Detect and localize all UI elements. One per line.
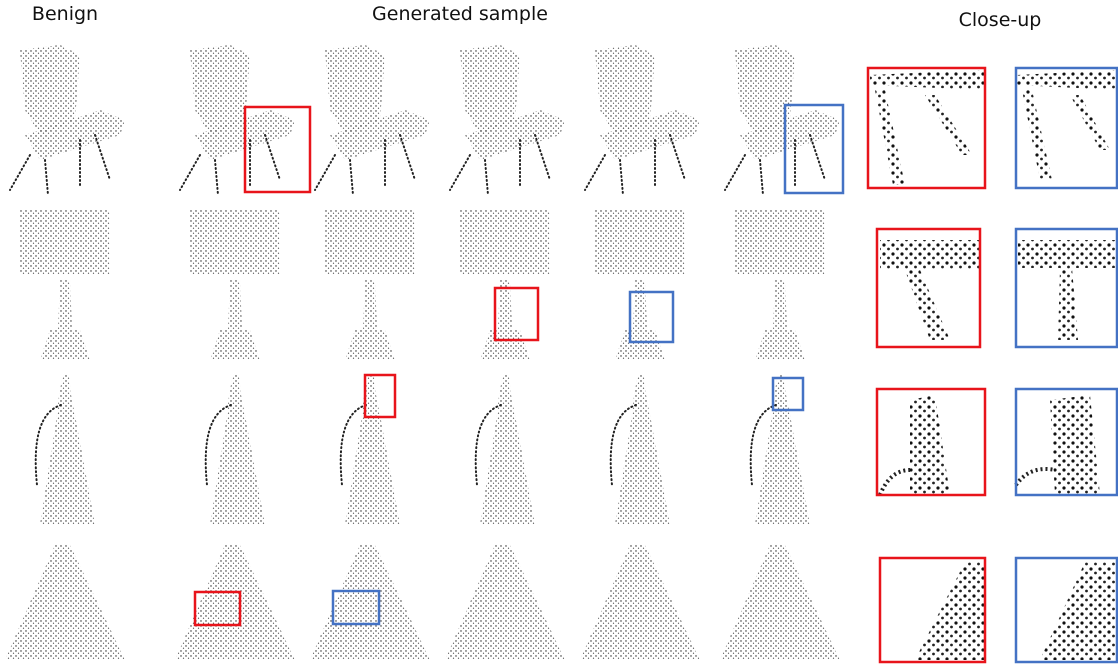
- point-cloud: [735, 210, 825, 360]
- point-cloud: [36, 375, 95, 525]
- highlight-boxes: [195, 105, 843, 625]
- point-cloud: [460, 210, 550, 360]
- point-cloud: [720, 545, 840, 660]
- point-cloud: [585, 45, 700, 195]
- point-cloud: [175, 545, 295, 660]
- point-cloud: [611, 375, 670, 525]
- point-cloud: [20, 210, 110, 360]
- point-cloud: [310, 545, 430, 660]
- point-cloud: [751, 375, 810, 525]
- point-cloud: [341, 375, 400, 525]
- point-cloud: [450, 45, 565, 195]
- point-cloud: [725, 45, 840, 195]
- column-header: Generated sample: [372, 3, 548, 25]
- point-cloud: [5, 545, 125, 660]
- point-cloud: [580, 545, 700, 660]
- point-cloud: [190, 210, 280, 360]
- point-cloud: [595, 210, 685, 360]
- figure: Benign Generated sample Close-up: [0, 0, 1118, 667]
- point-cloud-grid: [5, 45, 840, 660]
- point-cloud: [476, 375, 535, 525]
- column-header: Close-up: [959, 9, 1042, 31]
- point-cloud: [180, 45, 295, 195]
- point-cloud: [206, 375, 265, 525]
- close-ups: [868, 68, 1117, 662]
- column-header: Benign: [32, 3, 98, 25]
- point-cloud: [445, 545, 565, 660]
- point-cloud: [315, 45, 430, 195]
- point-cloud: [325, 210, 415, 360]
- point-cloud: [10, 45, 125, 195]
